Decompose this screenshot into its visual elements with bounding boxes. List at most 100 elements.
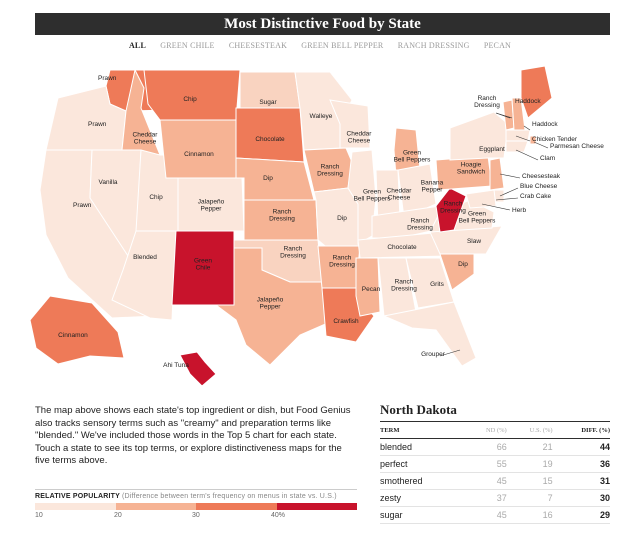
state-tx[interactable] [214, 247, 331, 366]
tab-ranch-dressing[interactable]: RANCH DRESSING [397, 41, 470, 50]
callout-line-md [495, 197, 519, 201]
state-ne[interactable] [235, 157, 315, 201]
tab-pecan[interactable]: PECAN [483, 41, 512, 50]
state-label-ok: Ranch Dressing [280, 246, 306, 260]
col-us-pct: U.S. (%) [506, 422, 553, 439]
callout-line-me [523, 125, 531, 131]
state-wi[interactable] [329, 99, 371, 149]
state-shapes [29, 65, 553, 387]
state-ct[interactable] [505, 140, 529, 153]
state-label-pa: Hoagie Sandwich [457, 162, 486, 176]
state-ny[interactable] [449, 111, 509, 161]
callout-line-ct [515, 149, 539, 161]
legend-swatch-2 [115, 503, 196, 510]
state-label-ct: Clam [540, 155, 555, 162]
table-row[interactable]: zesty 37 7 30 [380, 489, 610, 507]
state-ak[interactable] [29, 295, 125, 365]
table-row[interactable]: sugar 45 16 29 [380, 506, 610, 524]
state-oh[interactable] [397, 163, 437, 219]
callout-line-de [499, 187, 519, 197]
legend-swatch-4 [276, 503, 357, 510]
map-title: Most Distinctive Food by State [35, 13, 610, 35]
state-ma[interactable] [505, 129, 531, 142]
legend-tick-30: 30 [192, 512, 200, 519]
state-ky[interactable] [371, 205, 445, 239]
table-body: blended 66 21 44 perfect 55 19 36 smothered 45 15 3… [380, 438, 610, 524]
state-label-mt: Chip [183, 96, 197, 103]
callout-line-fl-pointer [439, 349, 461, 357]
state-label-co: Jalapeño Pepper [198, 199, 225, 213]
legend-tick-40: 40% [271, 512, 286, 519]
state-label-mo: Dip [337, 215, 347, 222]
state-sd[interactable] [235, 107, 305, 163]
term-cell: smothered [380, 472, 466, 490]
state-mt[interactable] [143, 69, 241, 121]
state-detail-panel: North Dakota TERM ND (%) U.S. (%) DIFF. … [380, 402, 610, 524]
state-label-la: Crawfish [333, 318, 359, 325]
state-label-ut: Chip [149, 194, 163, 201]
tab-green-chile[interactable]: GREEN CHILE [160, 41, 215, 50]
state-wy[interactable] [159, 119, 237, 179]
popularity-legend: RELATIVE POPULARITY (Difference between … [35, 489, 357, 524]
term-tabs: ALL GREEN CHILE CHEESESTEAK GREEN BELL P… [0, 41, 640, 50]
state-pct-cell: 66 [465, 438, 507, 456]
state-wv[interactable] [435, 187, 467, 233]
state-nj[interactable] [489, 157, 505, 191]
state-ms[interactable] [355, 257, 381, 317]
state-label-md: Crab Cake [520, 193, 551, 200]
legend-ticks: 10 20 30 40% [35, 512, 357, 524]
state-label-ny: Eggplant [479, 146, 505, 153]
diff-cell: 36 [552, 455, 610, 473]
state-md[interactable] [465, 189, 497, 209]
us-pct-cell: 7 [506, 489, 553, 507]
state-label-oh: Banana Pepper [421, 180, 444, 194]
state-label-ky: Ranch Dressing [407, 218, 433, 232]
table-row[interactable]: blended 66 21 44 [380, 438, 610, 456]
legend-swatch-1 [35, 503, 116, 510]
state-label-ri: Parmesan Cheese [550, 143, 604, 150]
callout-line-nj [499, 173, 521, 179]
callout-line-vt-pointer [495, 112, 511, 119]
diff-cell: 44 [552, 438, 610, 456]
us-pct-cell: 19 [506, 455, 553, 473]
tab-green-bell-pepper[interactable]: GREEN BELL PEPPER [301, 41, 384, 50]
state-label-me: Haddock [532, 121, 558, 128]
state-label-ms: Pecan [362, 286, 381, 293]
state-label-wa: Prawn [98, 75, 117, 82]
legend-title-text: RELATIVE POPULARITY [35, 493, 120, 500]
diff-cell: 31 [552, 472, 610, 490]
state-label-nj: Cheesesteak [522, 173, 561, 180]
us-pct-cell: 15 [506, 472, 553, 490]
state-label-ga: Grits [430, 281, 444, 288]
state-label-az: Blended [133, 254, 157, 261]
state-pct-cell: 45 [465, 472, 507, 490]
state-label-wv: Ranch Dressing [440, 201, 466, 215]
state-label-nm: Green Chile [194, 258, 212, 272]
state-label-ia: Ranch Dressing [317, 164, 343, 178]
state-label-ca: Prawn [73, 202, 92, 209]
state-label-wi: Cheddar Cheese [347, 131, 373, 145]
state-me[interactable] [520, 65, 553, 119]
diff-cell: 30 [552, 489, 610, 507]
us-pct-cell: 21 [506, 438, 553, 456]
state-label-nh: Haddock [515, 98, 541, 105]
state-hi[interactable] [179, 351, 217, 387]
state-fl[interactable] [382, 301, 477, 367]
state-label-tn: Chocolate [387, 244, 417, 251]
state-label-de: Blue Cheese [520, 183, 558, 190]
state-label-il: Green Bell Peppers [354, 189, 392, 203]
legend-tick-20: 20 [114, 512, 122, 519]
tab-cheesesteak[interactable]: CHEESESTEAK [228, 41, 288, 50]
table-row[interactable]: smothered 45 15 31 [380, 472, 610, 490]
tab-all[interactable]: ALL [128, 41, 147, 50]
state-label-hi: Ahi Tuna [163, 362, 189, 369]
description-text: The map above shows each state's top ing… [35, 405, 351, 467]
table-row[interactable]: perfect 55 19 36 [380, 455, 610, 473]
term-cell: blended [380, 438, 466, 456]
legend-color-bar [35, 503, 357, 510]
state-label-in: Cheddar Cheese [387, 188, 413, 202]
state-label-ne: Dip [263, 175, 273, 182]
col-term: TERM [380, 422, 466, 439]
state-pct-cell: 55 [465, 455, 507, 473]
state-label-mn: Walleye [310, 113, 333, 120]
